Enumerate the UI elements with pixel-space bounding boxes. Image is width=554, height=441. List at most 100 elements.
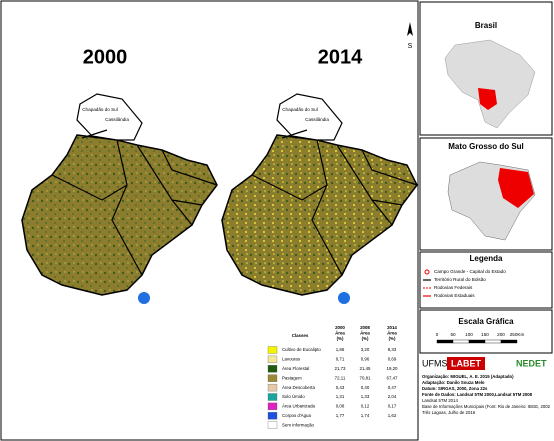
class-swatch [267,393,278,401]
panel-title: Brasil [475,21,497,30]
table-header: 2014 [387,325,397,330]
table-value: 0,47 [388,385,397,390]
table-value: 0,17 [388,404,397,409]
class-name: Área Florestal [282,366,309,371]
legend-label: Campo Grande - Capital do Estado [434,269,506,274]
table-value: 0,08 [336,404,345,409]
class-swatch [267,355,278,364]
table-value: 0,40 [361,385,370,390]
table-value: 21,45 [360,366,372,371]
table-value: 1,33 [361,394,370,399]
credit-line: Três Lagoas, Julho de 2016 [422,410,476,415]
table-value: 0,43 [336,385,345,390]
table-header: Classes [292,333,309,338]
class-swatch [267,402,278,411]
table-value: 21,73 [335,366,347,371]
scale-segment [484,339,502,344]
credit-line: Fonte de Dados: Landsat 5TM 2000,Landsat… [422,392,533,397]
table-value: 0,96 [361,357,370,362]
logo: LABET [451,358,481,368]
table-value: 72,11 [335,375,346,380]
scale-label: 200 [497,332,505,337]
class-name: Sem informação [282,422,315,427]
panel [419,309,553,354]
table-value: 19,20 [387,366,399,371]
legend-label: Rodovias Federais [434,285,473,290]
class-name: Lavouras [282,357,301,362]
table-value: 0,71 [336,357,345,362]
logo: NEDET [516,358,547,368]
class-name: Área Descoberta [282,385,316,390]
scale-label: 50 [450,332,456,337]
table-value: 1,74 [361,413,370,418]
scale-label: 250Km [510,332,525,337]
scale-label: 150 [481,332,489,337]
class-name: Solo Úmido [282,394,305,399]
scale-segment [436,339,454,344]
class-swatch [267,374,278,382]
table-value: 70,81 [360,375,372,380]
brazil-shape [444,39,536,129]
panel-title: Mato Grosso do Sul [448,142,524,151]
logos: UFMS LABET NEDET [422,357,547,370]
year-title: 2014 [318,46,363,68]
table-value: 3,20 [361,347,370,352]
state-highlight [478,88,497,110]
table-header: Área [360,331,370,336]
class-name: Corpos d'Água [282,413,311,418]
panel-title: Escala Gráfica [458,317,514,326]
north-label: S [408,43,413,50]
table-value: 67,47 [387,375,399,380]
class-swatch [267,365,278,373]
scale-label: 100 [465,332,473,337]
table-header: (%) [337,336,344,341]
panel-title: Legenda [470,254,503,263]
logo: UFMS [422,358,448,368]
table-header: Área [335,331,345,336]
class-name: Área Urbanizada [282,404,316,409]
table-value: 0,69 [388,357,397,362]
class-table: Classes2000Área(%)2008Área(%)2014Área(%)… [267,325,399,429]
scale-segment [500,339,518,344]
scale-label: 0 [436,332,439,337]
credit-line: Landsat 5TM 2014 [422,398,458,403]
place-label: Chapadão do Sul [282,107,318,112]
table-header: 2000 [335,325,345,330]
scale-segment [468,339,486,344]
table-value: 2,04 [388,394,397,399]
table-value: 1,77 [336,413,345,418]
map-2000: Chapadão do Sul Cassilândia [21,93,218,304]
place-label: Cassilândia [105,117,129,122]
class-swatch [267,412,278,420]
table-header: 2008 [360,325,370,330]
table-header: (%) [362,336,369,341]
credit-line: Organização: MIGUEL, A. E. 2015 (Adaptad… [422,374,514,379]
class-swatch [267,346,278,354]
region-highlight [498,168,534,208]
class-swatch [267,383,278,392]
place-label: Cassilândia [305,117,329,122]
legend-label: Rodovias Estaduais [434,293,475,298]
table-value: 1,31 [336,394,345,399]
credit-line: Adaptação: Danilo Souza Melo [422,380,485,385]
legend-label: Território Rural do Bolsão [434,277,486,282]
year-title: 2000 [83,46,128,68]
table-value: 1,62 [388,413,397,418]
credit-line: Datum: SIRGAS, 2000, Zona 22s [422,386,488,391]
credit-line: Base de Informações Municipais (Font: Ri… [422,404,551,409]
class-name: Cultivo de Eucalipto [282,347,321,352]
logo-bg [447,357,485,370]
place-label: Chapadão do Sul [82,107,118,112]
scale-segment [452,339,470,344]
class-name: Pastagem [282,375,302,380]
map-2014: Chapadão do Sul Cassilândia [221,93,418,304]
panel [419,251,553,309]
north-arrow [407,22,413,36]
legend-symbol [424,269,430,275]
table-value: 0,12 [361,404,370,409]
table-header: (%) [389,336,396,341]
table-value: 1,86 [336,347,345,352]
class-swatch [267,421,278,429]
table-value: 8,33 [388,347,397,352]
